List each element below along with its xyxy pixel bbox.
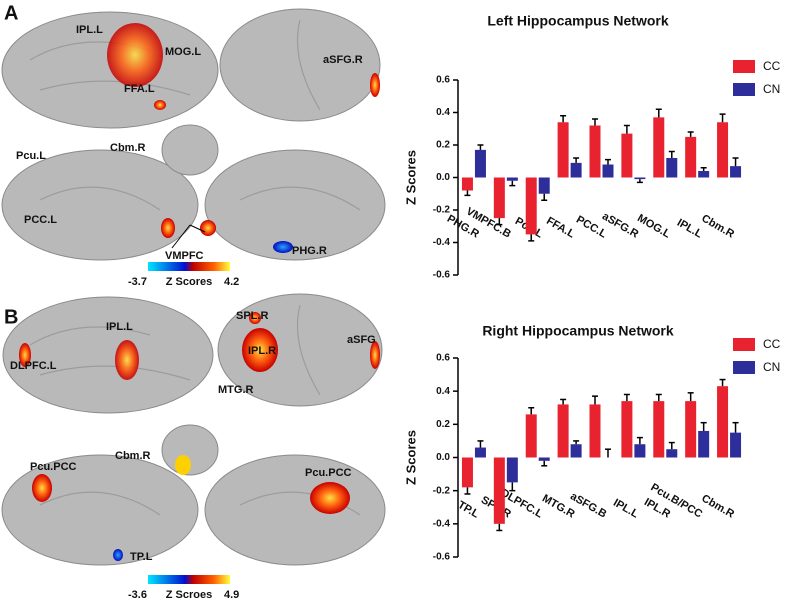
bar [474, 447, 486, 458]
panel-letter: B [4, 306, 18, 328]
y-tick-label: 0.2 [436, 419, 450, 430]
colorbar-max: 4.2 [224, 276, 239, 288]
y-tick-label: 0.0 [436, 452, 450, 463]
region-label: IPL.L [106, 321, 133, 333]
y-axis-label: Z Scores [403, 430, 418, 485]
bar [717, 386, 729, 458]
bar [570, 444, 582, 458]
legend-swatch [733, 60, 755, 73]
bar [653, 401, 665, 458]
y-tick-label: -0.6 [433, 552, 451, 563]
bar [474, 149, 486, 178]
x-tick-label: FFA.L [544, 215, 577, 241]
region-label: IPL.L [76, 24, 103, 36]
brain-panels [1, 8, 386, 584]
bar [461, 177, 473, 191]
bar [506, 457, 518, 483]
bar [461, 457, 473, 488]
bar [493, 177, 505, 219]
bar [570, 162, 582, 178]
bar [685, 401, 697, 458]
bar [717, 122, 729, 178]
bar [666, 449, 678, 458]
x-tick-label: IPL.L [611, 497, 641, 521]
y-tick-label: 0.6 [436, 353, 450, 364]
bar [730, 166, 742, 178]
legend-swatch [733, 361, 755, 374]
colorbar-max: 4.9 [224, 589, 239, 601]
y-axis-label: Z Scores [403, 150, 418, 205]
bar [698, 171, 710, 178]
bar [698, 430, 710, 458]
region-label: IPL.R [248, 345, 276, 357]
region-label: FFA.L [124, 83, 155, 95]
bar [621, 133, 633, 178]
bar [589, 404, 601, 458]
legend-label: CN [763, 82, 780, 96]
region-label: SPL.R [236, 310, 268, 322]
region-label: aSFG.R [323, 54, 363, 66]
bar [557, 404, 569, 458]
x-tick-label: aSFG.B [568, 490, 608, 520]
bar [557, 122, 569, 178]
region-label: TP.L [130, 551, 153, 563]
bar [538, 457, 550, 461]
y-tick-label: -0.4 [433, 237, 451, 248]
x-tick-label: Cbm.R [699, 492, 736, 520]
bar [525, 414, 537, 458]
y-tick-label: -0.2 [433, 205, 451, 216]
region-label: Pcu.PCC [30, 461, 77, 473]
chart-title: Left Hippocampus Network [487, 13, 668, 29]
colorbar-label: Z Scores [166, 276, 212, 288]
legend-label: CC [763, 337, 781, 351]
region-label: PCC.L [24, 214, 57, 226]
chart-title: Right Hippocampus Network [482, 323, 674, 339]
bar [634, 444, 646, 458]
y-tick-label: 0.0 [436, 172, 450, 183]
bar [666, 158, 678, 178]
bar [493, 457, 505, 524]
bar [730, 432, 742, 458]
bar [621, 401, 633, 458]
y-tick-label: 0.4 [436, 386, 450, 397]
x-tick-label: TP.L [456, 499, 482, 521]
bar [634, 177, 646, 180]
region-label: VMPFC [165, 250, 204, 262]
y-tick-label: 0.4 [436, 107, 450, 118]
panel-letter: A [4, 2, 18, 24]
bar [685, 136, 697, 178]
bar [538, 177, 550, 194]
legend-label: CN [763, 360, 780, 374]
colorbar-min: -3.7 [128, 276, 147, 288]
y-tick-label: -0.6 [433, 270, 451, 281]
region-label: Cbm.R [110, 142, 146, 154]
legend-swatch [733, 338, 755, 351]
bar [525, 177, 537, 235]
y-tick-label: -0.4 [433, 518, 451, 529]
x-tick-label: MOG.L [635, 212, 672, 241]
region-label: Pcu.L [16, 150, 46, 162]
region-label: Pcu.PCC [305, 467, 352, 479]
bar [602, 164, 614, 178]
colorbar-min: -3.6 [128, 589, 147, 601]
region-label: Cbm.R [115, 450, 151, 462]
x-tick-label: aSFG.R [600, 210, 640, 240]
region-label: PHG.R [292, 245, 327, 257]
region-label: MTG.R [218, 384, 253, 396]
legend-swatch [733, 83, 755, 96]
y-tick-label: -0.2 [433, 485, 451, 496]
bar [589, 125, 601, 178]
region-label: DLPFC.L [10, 360, 57, 372]
bar [653, 117, 665, 178]
y-tick-label: 0.6 [436, 75, 450, 86]
colorbar-label: Z Scroes [166, 589, 212, 601]
bar [506, 177, 518, 181]
region-label: MOG.L [165, 46, 201, 58]
legend-label: CC [763, 59, 781, 73]
region-label: aSFG [347, 334, 376, 346]
y-tick-label: 0.2 [436, 140, 450, 151]
x-tick-label: Cbm.R [699, 212, 736, 240]
